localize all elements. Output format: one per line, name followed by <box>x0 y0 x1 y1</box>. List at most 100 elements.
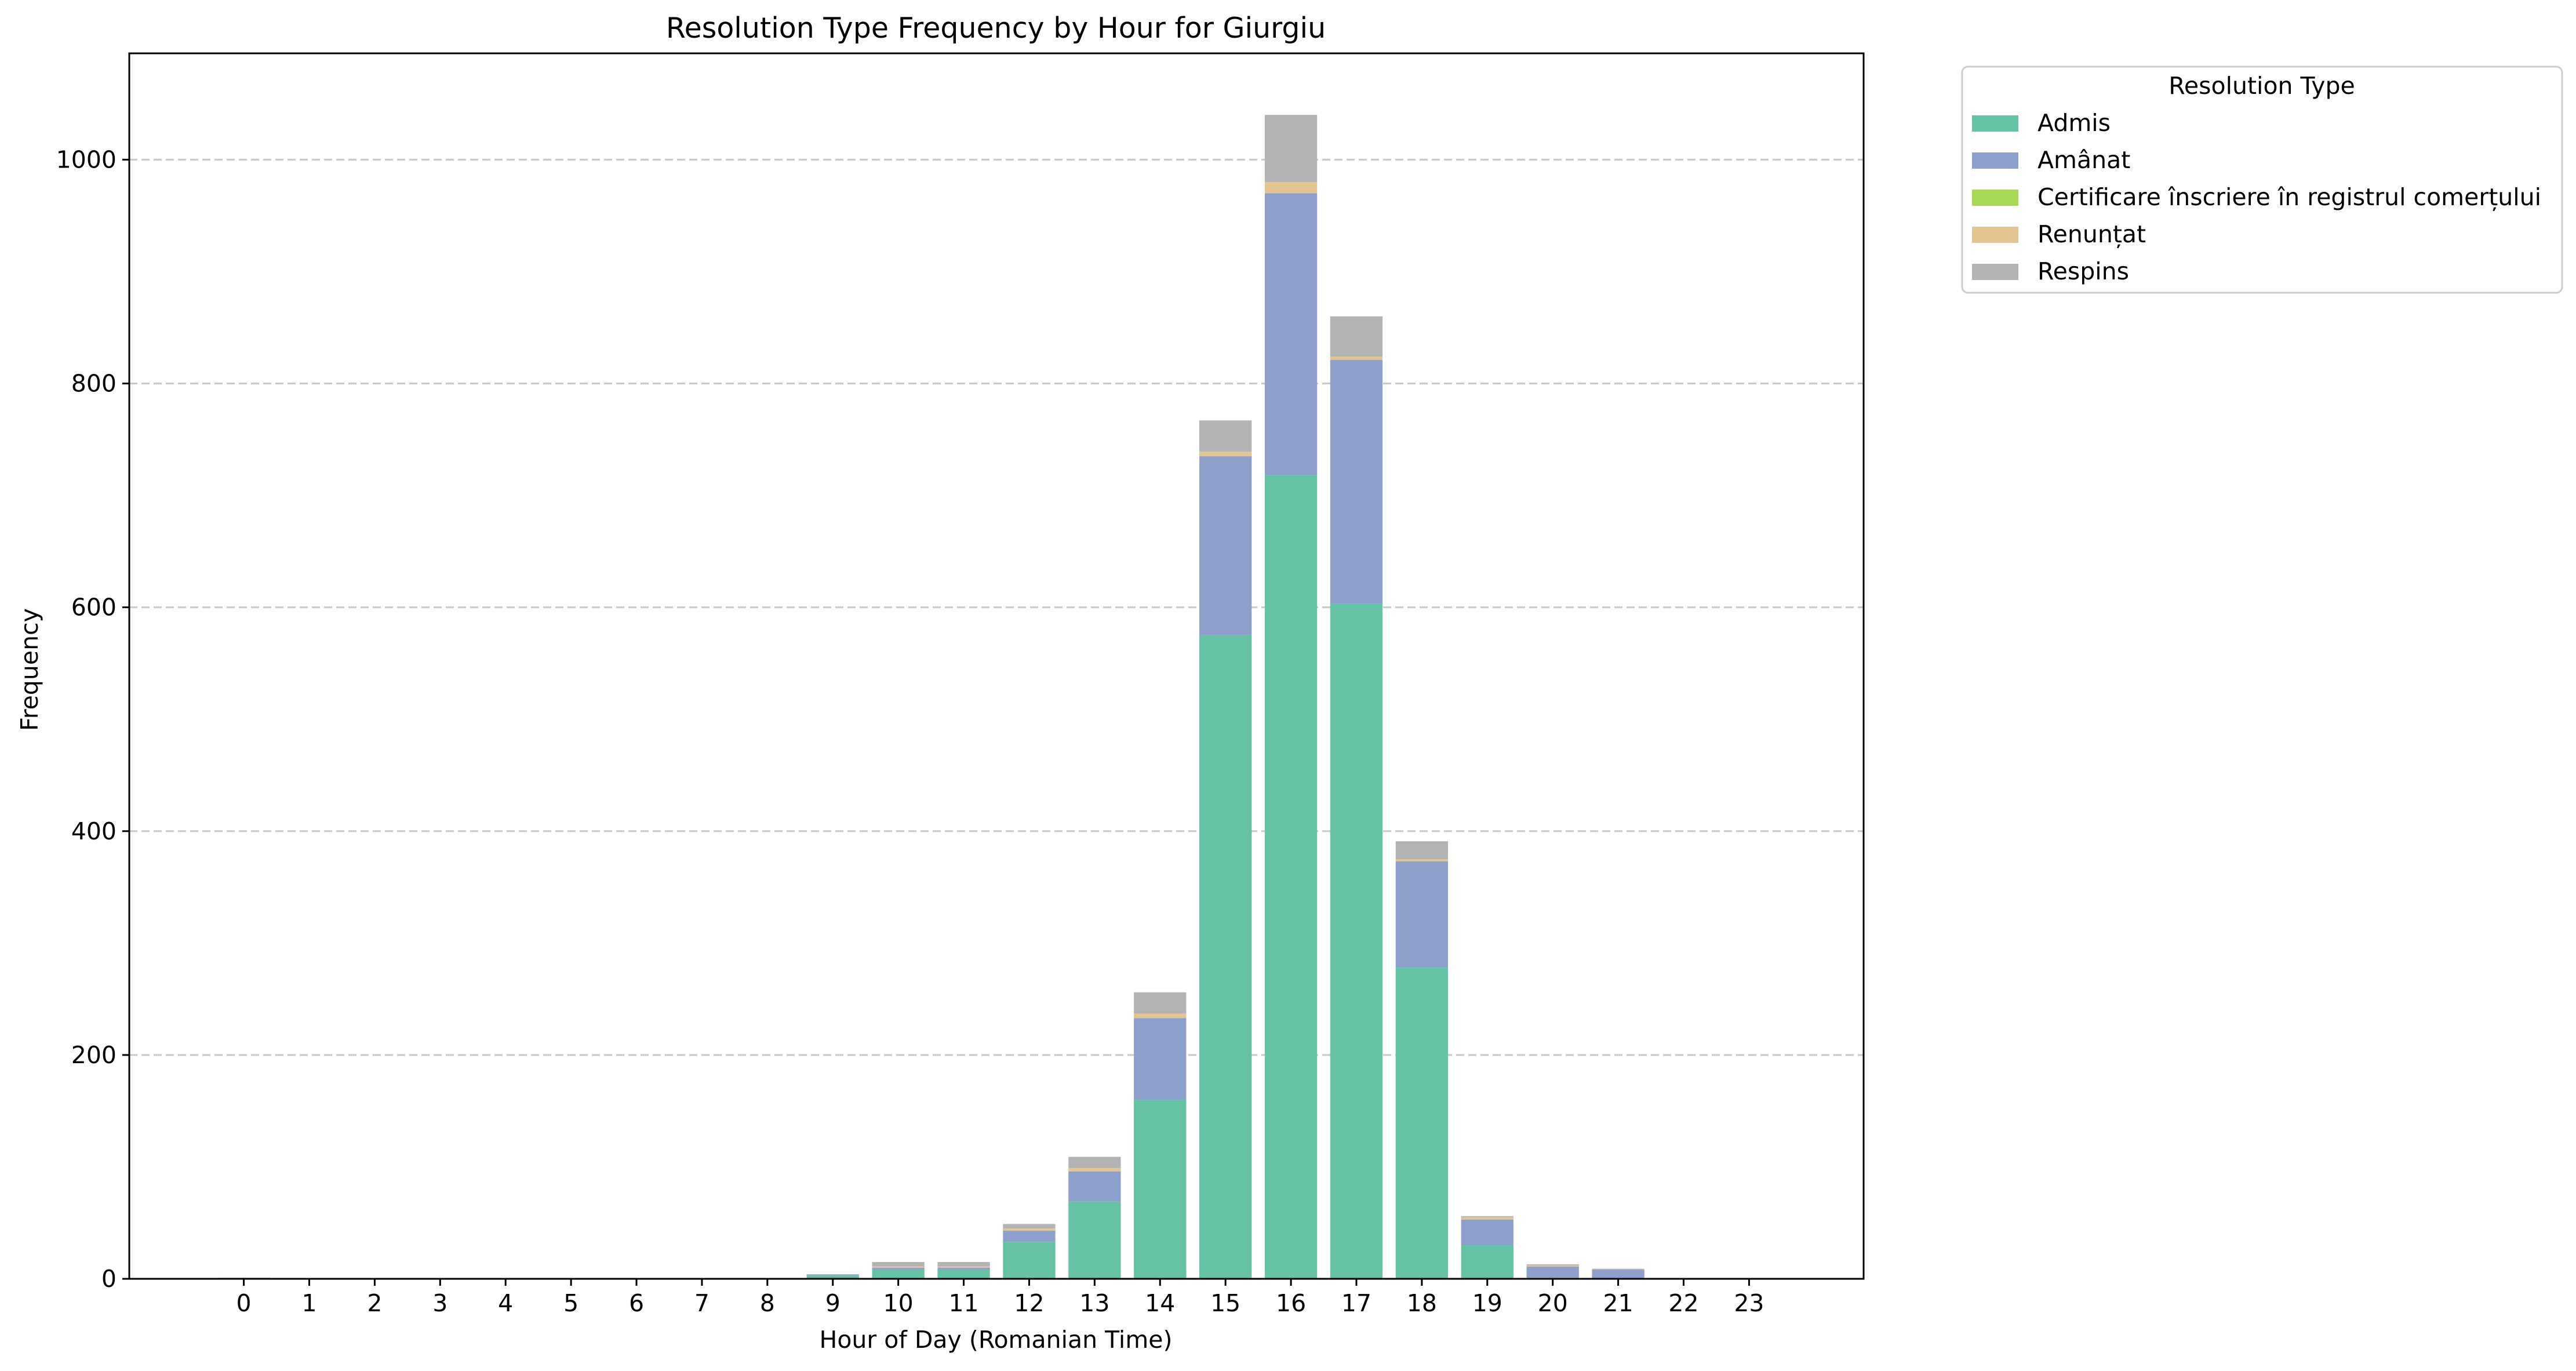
x-tick-label: 7 <box>694 1289 710 1317</box>
x-tick-label: 8 <box>760 1289 775 1317</box>
bar-segment <box>1330 603 1383 1279</box>
bar-segment <box>1395 841 1449 860</box>
y-tick-label: 800 <box>71 370 117 398</box>
x-tick-label: 20 <box>1538 1289 1568 1317</box>
x-tick-label: 17 <box>1341 1289 1371 1317</box>
bar-segment <box>1199 452 1252 457</box>
bar-segment <box>1330 316 1383 357</box>
y-axis-ticks: 0 200 400 600 800 1000 <box>56 146 129 1293</box>
x-tick-label: 9 <box>825 1289 841 1317</box>
x-tick-label: 13 <box>1079 1289 1109 1317</box>
y-tick-label: 200 <box>71 1041 117 1069</box>
bar-segment <box>937 1267 990 1270</box>
x-tick-label: 0 <box>237 1289 252 1317</box>
chart-title: Resolution Type Frequency by Hour for Gi… <box>666 12 1326 45</box>
legend-items: Admis Amânat Certificare înscriere în regi… <box>1972 109 2541 285</box>
bar-segment <box>1134 1013 1187 1019</box>
bar-segment <box>806 1274 859 1276</box>
bar-segment <box>1068 1168 1121 1172</box>
bar-segment <box>1134 1100 1187 1279</box>
legend-title: Resolution Type <box>2169 72 2355 100</box>
bar-segment <box>1003 1230 1056 1242</box>
x-tick-label: 11 <box>948 1289 978 1317</box>
x-tick-label: 4 <box>498 1289 513 1317</box>
x-tick-label: 14 <box>1145 1289 1175 1317</box>
x-tick-label: 3 <box>432 1289 447 1317</box>
x-tick-label: 1 <box>301 1289 316 1317</box>
x-tick-label: 10 <box>883 1289 914 1317</box>
bar-segment <box>937 1262 990 1267</box>
x-tick-label: 21 <box>1603 1289 1633 1317</box>
grid-lines <box>129 158 1864 1056</box>
bar-segment <box>1199 635 1252 1279</box>
bar-segment <box>1330 359 1383 604</box>
legend-label: Certificare înscriere în registrul comer… <box>2037 183 2541 211</box>
bar-segment <box>937 1270 990 1279</box>
x-tick-label: 12 <box>1014 1289 1044 1317</box>
bar-segment <box>1068 1157 1121 1168</box>
bar-segment <box>1526 1266 1579 1278</box>
bar-segment <box>1592 1270 1644 1279</box>
bar-segment <box>1134 992 1187 1014</box>
y-tick-label: 0 <box>101 1265 117 1293</box>
bar-segment <box>937 1266 990 1268</box>
bar-segment <box>1068 1201 1121 1279</box>
x-tick-label: 23 <box>1734 1289 1764 1317</box>
bar-segment <box>1395 859 1449 861</box>
x-axis-label: Hour of Day (Romanian Time) <box>820 1326 1173 1354</box>
y-tick-label: 1000 <box>56 146 117 173</box>
x-tick-label: 2 <box>367 1289 382 1317</box>
x-tick-label: 16 <box>1276 1289 1306 1317</box>
x-tick-label: 6 <box>629 1289 644 1317</box>
bar-segment <box>1592 1268 1644 1270</box>
y-axis-label: Frequency <box>16 608 43 731</box>
bar-segment <box>1395 861 1449 968</box>
x-tick-label: 18 <box>1407 1289 1437 1317</box>
bar-segment <box>1003 1224 1056 1229</box>
legend-swatch <box>1972 264 2018 280</box>
bar-segment <box>1003 1228 1056 1231</box>
legend-label: Admis <box>2037 109 2111 137</box>
x-axis-ticks: 0 1 2 3 4 5 6 7 8 9 10 11 12 13 14 15 16 17 18 19 20 21 22 23 <box>237 1279 1764 1317</box>
bar-segment <box>872 1270 925 1279</box>
bar-segment <box>1461 1217 1513 1220</box>
legend: Resolution Type Admis Amânat Certificare î… <box>1961 66 2563 294</box>
legend-label: Amânat <box>2037 146 2130 174</box>
bar-segment <box>1461 1219 1513 1246</box>
x-tick-label: 5 <box>563 1289 578 1317</box>
plot-frame <box>128 52 1865 1280</box>
bar-segment <box>1264 193 1318 475</box>
bar-segment <box>1199 420 1252 452</box>
legend-label: Respins <box>2037 257 2129 285</box>
bar-segment <box>1526 1265 1579 1267</box>
y-tick-label: 400 <box>71 817 117 845</box>
legend-label: Renunțat <box>2037 220 2146 248</box>
bar-segment <box>1264 182 1318 194</box>
bar-segment <box>1199 456 1252 635</box>
x-tick-label: 19 <box>1472 1289 1502 1317</box>
legend-swatch <box>1972 152 2018 169</box>
bar-segment <box>1526 1264 1579 1265</box>
bar-segment <box>872 1266 925 1268</box>
bar-segment <box>1330 357 1383 360</box>
bar-segment <box>1461 1245 1513 1279</box>
legend-swatch <box>1972 190 2018 206</box>
x-tick-label: 22 <box>1668 1289 1698 1317</box>
x-tick-label: 15 <box>1210 1289 1240 1317</box>
bar-segment <box>872 1267 925 1270</box>
bar-segment <box>1461 1216 1513 1217</box>
bars <box>217 115 1644 1279</box>
bar-segment <box>806 1275 859 1279</box>
bar-segment <box>1264 475 1318 1279</box>
bar-segment <box>1264 115 1318 183</box>
bar-segment <box>1068 1171 1121 1202</box>
legend-box <box>1961 66 2563 294</box>
bar-segment <box>872 1262 925 1267</box>
bar-segment <box>1003 1242 1056 1279</box>
y-tick-label: 600 <box>71 594 117 621</box>
bar-segment <box>1395 968 1449 1279</box>
bar-segment <box>1134 1018 1187 1100</box>
legend-swatch <box>1972 115 2018 132</box>
legend-swatch <box>1972 227 2018 243</box>
